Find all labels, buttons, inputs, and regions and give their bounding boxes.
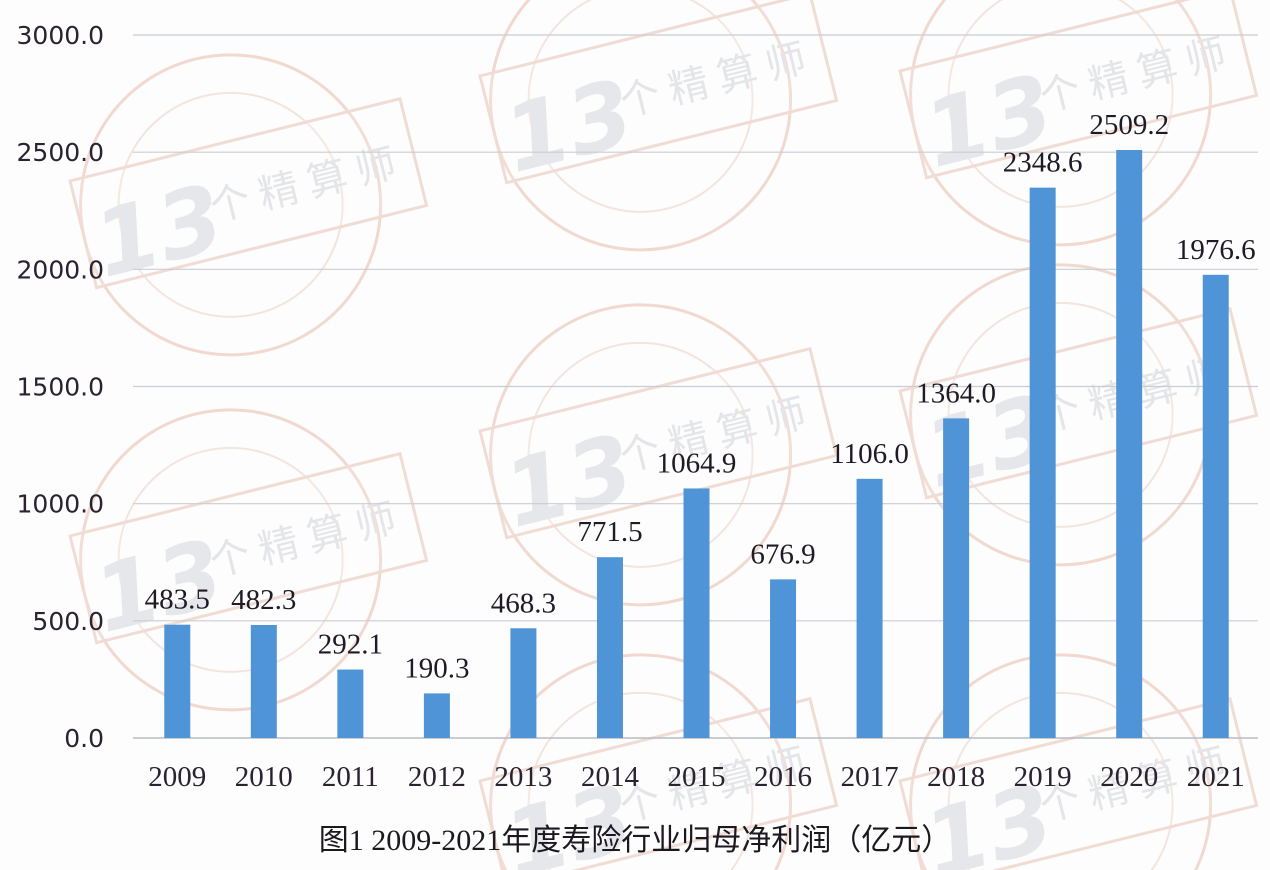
gridlines — [133, 34, 1258, 739]
y-tick-label: 3000.0 — [17, 21, 104, 50]
watermark-layer: 13个精算师13个精算师13个精算师13个精算师13个精算师13个精算师13个精… — [68, 0, 1259, 870]
y-tick-label: 1500.0 — [17, 373, 104, 402]
x-axis: 2009 2010 2011 2012 2013 2014 2015 2016 2017 2018… — [148, 761, 1244, 793]
bar-2017 — [856, 478, 883, 738]
bar-2021 — [1202, 274, 1229, 738]
data-label: 468.3 — [491, 587, 556, 619]
bar-2020 — [1116, 150, 1143, 738]
x-tick-label: 2019 — [1014, 761, 1072, 793]
bar-2011 — [337, 669, 364, 738]
bar-2019 — [1029, 187, 1056, 739]
x-tick-label: 2010 — [235, 761, 293, 793]
x-tick-label: 2009 — [148, 761, 206, 793]
data-label: 1364.0 — [916, 377, 996, 409]
data-label: 1976.6 — [1176, 234, 1256, 266]
x-tick-label: 2020 — [1100, 761, 1158, 793]
bar-2009 — [164, 624, 191, 738]
y-tick-label: 0.0 — [64, 724, 104, 753]
data-label: 482.3 — [231, 584, 296, 616]
bar-2012 — [423, 693, 450, 738]
data-label: 771.5 — [577, 516, 642, 548]
x-tick-label: 2018 — [927, 761, 985, 793]
bar-2016 — [770, 579, 797, 738]
data-label: 2348.6 — [1003, 147, 1083, 179]
y-tick-label: 500.0 — [32, 607, 104, 636]
x-tick-label: 2011 — [322, 761, 379, 793]
bar-2010 — [250, 624, 277, 738]
data-label: 1106.0 — [830, 438, 909, 470]
bar-series — [164, 150, 1229, 739]
bar-2018 — [943, 418, 970, 738]
x-tick-label: 2017 — [841, 761, 899, 793]
bar-2014 — [596, 557, 623, 738]
data-label: 1064.9 — [657, 447, 737, 479]
data-label: 676.9 — [750, 538, 815, 570]
x-tick-label: 2015 — [668, 761, 726, 793]
data-label: 483.5 — [145, 584, 210, 616]
x-tick-label: 2016 — [754, 761, 812, 793]
bar-2013 — [510, 628, 537, 738]
data-label: 190.3 — [404, 652, 469, 684]
y-tick-label: 2000.0 — [17, 255, 104, 284]
y-tick-label: 1000.0 — [17, 490, 104, 519]
y-axis: 0.0 500.0 1000.0 1500.0 2000.0 2500.0 3000.0 — [17, 21, 104, 753]
y-tick-label: 2500.0 — [17, 138, 104, 167]
x-tick-label: 2014 — [581, 761, 640, 793]
bar-2015 — [683, 488, 710, 738]
chart-caption: 图1 2009-2021年度寿险行业归母净利润（亿元） — [318, 824, 952, 857]
x-tick-label: 2012 — [408, 761, 466, 793]
data-labels: 483.5 482.3 292.1 190.3 468.3 771.5 1064.9 676.… — [145, 109, 1256, 684]
data-label: 2509.2 — [1089, 109, 1169, 141]
x-tick-label: 2021 — [1187, 761, 1245, 793]
data-label: 292.1 — [318, 629, 383, 661]
x-tick-label: 2013 — [494, 761, 552, 793]
